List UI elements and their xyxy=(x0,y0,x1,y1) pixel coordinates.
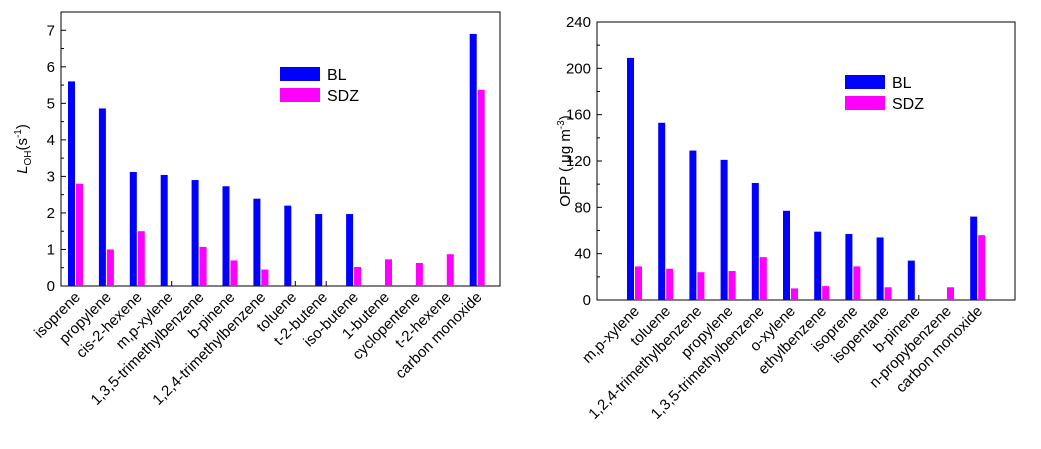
y-axis-label-superscript: -1 xyxy=(13,129,24,138)
bar-bl xyxy=(845,233,853,300)
y-tick-label: 0 xyxy=(583,292,591,309)
y-tick-label: 5 xyxy=(47,95,55,112)
bar-sdz xyxy=(853,266,861,300)
bar-sdz xyxy=(446,254,454,286)
bar-sdz xyxy=(884,287,892,300)
bar-bl xyxy=(315,214,323,286)
bar-sdz xyxy=(728,271,736,300)
bar-sdz xyxy=(106,249,114,286)
bar-bl xyxy=(907,260,915,300)
y-axis-label-main: OFP ( μg m xyxy=(557,129,574,207)
y-tick-label: 120 xyxy=(566,153,591,170)
y-tick-label: 4 xyxy=(47,132,55,149)
y-axis-label: LOH(s-1) xyxy=(13,124,34,174)
legend-label: BL xyxy=(327,67,347,84)
bar-bl xyxy=(253,198,261,286)
legend-swatch-sdz xyxy=(280,88,320,102)
bar-bl xyxy=(970,216,978,300)
bar-sdz xyxy=(199,246,207,286)
y-tick-label: 3 xyxy=(47,168,55,185)
y-axis-label-superscript: -3 xyxy=(556,120,567,129)
bar-bl xyxy=(751,183,759,300)
bar-sdz xyxy=(230,260,238,286)
legend-swatch-sdz xyxy=(845,96,885,110)
bar-sdz xyxy=(137,231,145,286)
y-tick-label: 6 xyxy=(47,59,55,76)
bar-bl xyxy=(658,122,666,301)
legend-label: BL xyxy=(892,75,912,92)
y-axis-label-close: ) xyxy=(14,124,31,129)
y-axis-label-subscript: OH xyxy=(23,151,34,166)
chart-2: 04080120160200240m,p-xylenetoluene1,2,4-… xyxy=(556,14,1016,423)
bar-bl xyxy=(814,231,822,300)
bar-bl xyxy=(720,159,728,300)
bar-bl xyxy=(98,108,106,286)
bar-sdz xyxy=(759,257,767,300)
bar-bl xyxy=(222,186,230,286)
y-axis-label-close: ) xyxy=(557,115,574,120)
bar-bl xyxy=(68,81,75,286)
bar-bl xyxy=(129,172,137,286)
y-tick-label: 0 xyxy=(47,278,55,295)
y-axis-label-unit: (s xyxy=(14,138,31,151)
y-tick-label: 240 xyxy=(566,14,591,31)
bar-bl xyxy=(469,33,477,286)
bar-bl xyxy=(627,57,634,301)
bar-sdz xyxy=(261,269,269,286)
bar-sdz xyxy=(354,267,362,286)
legend-swatch-bl xyxy=(845,75,885,89)
bar-sdz xyxy=(822,286,830,300)
bar-bl xyxy=(689,150,697,300)
bar-sdz xyxy=(477,89,485,286)
y-tick-label: 80 xyxy=(574,199,591,216)
y-axis-label-main: L xyxy=(14,166,31,174)
bar-sdz xyxy=(385,259,392,286)
legend-label: SDZ xyxy=(327,88,359,105)
bar-sdz xyxy=(978,235,986,300)
legend-swatch-bl xyxy=(280,67,320,81)
bar-sdz xyxy=(415,262,423,286)
bar-sdz xyxy=(947,287,954,300)
y-tick-label: 200 xyxy=(566,60,591,77)
bar-bl xyxy=(160,174,168,286)
legend-label: SDZ xyxy=(892,96,924,113)
plot-frame xyxy=(60,11,501,287)
bar-sdz xyxy=(76,183,83,286)
bar-sdz xyxy=(666,268,674,300)
y-tick-label: 2 xyxy=(47,205,55,222)
y-tick-label: 7 xyxy=(47,22,55,39)
bar-bl xyxy=(191,180,199,286)
y-tick-label: 160 xyxy=(566,107,591,124)
bar-bl xyxy=(346,214,354,286)
y-tick-label: 1 xyxy=(47,241,55,258)
bar-bl xyxy=(783,210,790,300)
chart-1: 01234567isoprenepropylenecis-2-hexenem,p… xyxy=(13,11,501,409)
bar-sdz xyxy=(635,266,642,300)
bar-bl xyxy=(876,237,884,300)
bar-sdz xyxy=(791,288,798,300)
y-axis-label: OFP ( μg m-3) xyxy=(556,115,574,206)
y-tick-label: 40 xyxy=(574,246,591,263)
bar-bl xyxy=(284,205,292,286)
bar-sdz xyxy=(697,272,705,300)
